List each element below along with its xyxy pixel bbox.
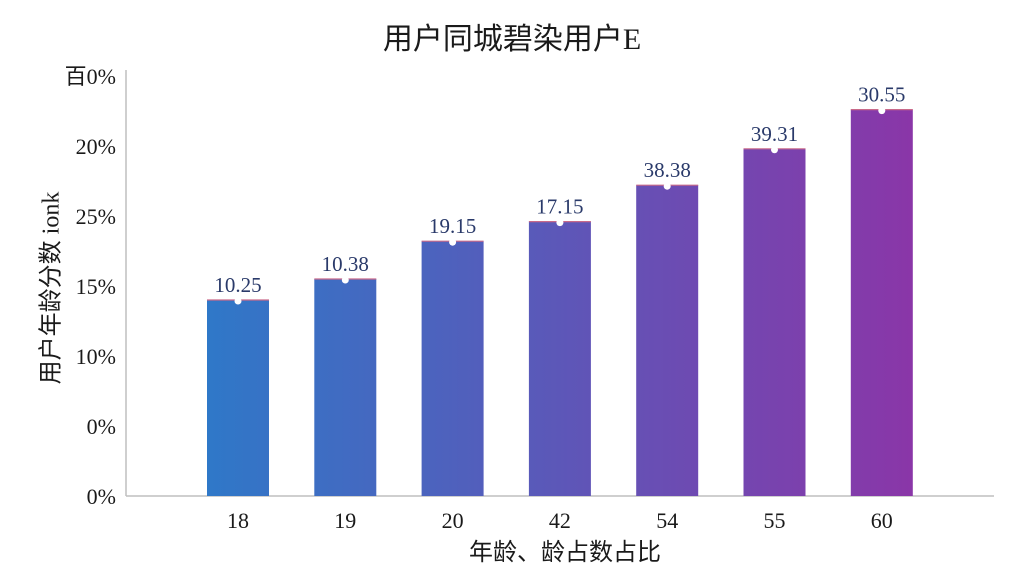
x-tick-label: 20 — [442, 508, 464, 533]
bar-19 — [314, 279, 377, 496]
bar-marker — [663, 182, 671, 190]
bar-18 — [207, 300, 269, 496]
bar-marker — [771, 146, 778, 154]
bar-marker — [341, 276, 349, 284]
y-tick-label: 0% — [87, 414, 116, 439]
bar-marker — [556, 219, 564, 227]
data-label: 17.15 — [536, 195, 583, 219]
data-label: 38.38 — [644, 158, 691, 182]
data-label: 19.15 — [429, 214, 476, 238]
data-label: 10.25 — [214, 273, 261, 297]
x-tick-label: 55 — [764, 508, 786, 533]
data-label: 39.31 — [751, 122, 798, 146]
data-label: 30.55 — [858, 83, 905, 107]
bar-42 — [528, 221, 591, 496]
bar-60 — [850, 109, 913, 496]
x-tick-label: 18 — [227, 508, 249, 533]
x-tick-label: 60 — [871, 508, 893, 533]
bar-marker — [878, 107, 886, 115]
y-tick-label: 百0% — [65, 64, 116, 89]
x-tick-label: 19 — [334, 508, 356, 533]
bar-20 — [421, 241, 484, 496]
y-tick-label: 25% — [76, 204, 116, 229]
x-tick-label: 42 — [549, 508, 571, 533]
bar-marker — [234, 297, 242, 305]
bar-marker — [449, 238, 457, 246]
y-tick-label: 20% — [76, 134, 116, 159]
y-tick-label: 10% — [76, 344, 116, 369]
y-tick-label: 0% — [87, 484, 116, 509]
bar-54 — [636, 185, 699, 496]
data-label: 10.38 — [322, 252, 369, 276]
y-tick-label: 15% — [76, 274, 116, 299]
x-axis-label: 年龄、龄占数占比 — [469, 540, 661, 566]
chart-title: 用户同城碧染用户E — [382, 23, 642, 56]
x-tick-label: 54 — [656, 508, 678, 533]
bar-55 — [743, 148, 806, 497]
